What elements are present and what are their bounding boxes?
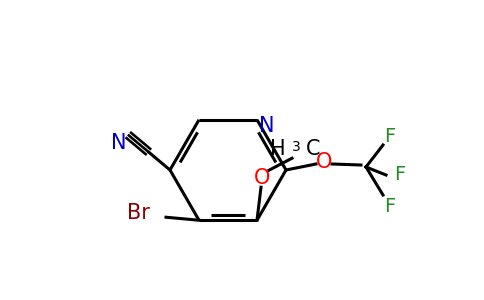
Text: N: N [111,133,127,153]
Text: O: O [254,168,270,188]
Text: F: F [384,128,395,146]
Text: 3: 3 [292,140,301,154]
Text: Br: Br [127,203,150,223]
Text: F: F [384,196,395,215]
Text: O: O [316,152,332,172]
Text: N: N [259,116,275,136]
Text: H: H [271,139,286,159]
Text: C: C [306,139,320,159]
Text: F: F [394,166,406,184]
